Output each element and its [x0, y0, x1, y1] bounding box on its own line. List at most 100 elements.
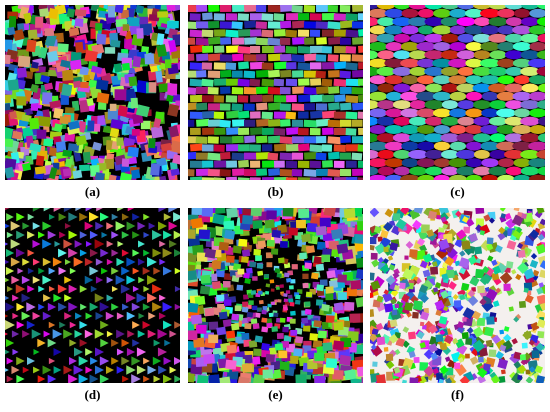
shape: [322, 110, 337, 119]
shape: [517, 242, 524, 249]
shape: [297, 128, 309, 136]
shape: [465, 91, 483, 101]
shape: [432, 75, 452, 85]
shape: [6, 231, 14, 239]
shape: [256, 135, 268, 144]
shape: [449, 25, 467, 35]
shape: [242, 294, 250, 300]
shape: [32, 222, 41, 230]
shape: [255, 37, 270, 46]
shape: [68, 248, 78, 258]
shape: [457, 5, 475, 10]
shape: [512, 91, 532, 101]
panel-label: (c): [450, 184, 464, 199]
shape: [166, 94, 174, 103]
shape: [44, 28, 55, 37]
panel: [5, 208, 180, 383]
shape: [456, 17, 476, 27]
shape: [213, 111, 225, 119]
shape: [38, 303, 45, 311]
shape: [321, 144, 333, 152]
shape: [85, 366, 93, 374]
shape: [340, 135, 352, 144]
shape: [409, 166, 427, 176]
shape: [36, 129, 47, 139]
shape: [321, 127, 334, 135]
shape: [106, 330, 114, 338]
shape: [226, 344, 237, 354]
shape: [392, 66, 412, 76]
shape: [26, 320, 36, 330]
shape: [189, 13, 201, 21]
shape: [89, 248, 99, 258]
shape: [521, 342, 528, 349]
shape: [111, 249, 119, 257]
shape: [481, 265, 490, 274]
shape: [372, 299, 381, 308]
shape: [434, 299, 445, 311]
shape: [138, 312, 145, 320]
shape: [303, 87, 318, 95]
shape: [173, 230, 180, 240]
shape: [85, 348, 93, 356]
shape: [95, 276, 104, 284]
shape: [47, 230, 57, 240]
shape: [208, 334, 219, 344]
shape: [497, 75, 515, 85]
shape: [316, 241, 327, 251]
shape: [34, 166, 47, 175]
shape: [150, 163, 161, 176]
shape: [131, 128, 140, 136]
shape: [528, 366, 536, 373]
shape: [473, 17, 491, 27]
shape: [269, 279, 275, 284]
shape: [518, 300, 527, 309]
shape: [5, 349, 10, 355]
shape: [5, 302, 15, 312]
shape: [252, 323, 260, 330]
shape: [337, 274, 348, 283]
shape: [132, 249, 140, 257]
shape: [68, 27, 80, 37]
shape: [96, 33, 107, 45]
shape: [389, 319, 398, 328]
shape: [196, 86, 210, 94]
shape: [231, 168, 245, 176]
shape: [244, 278, 251, 284]
shape: [377, 83, 395, 93]
shape: [126, 275, 136, 285]
shape: [100, 212, 109, 222]
panel-label: (a): [85, 184, 100, 199]
shape: [231, 87, 244, 95]
shape: [474, 246, 483, 255]
shape: [420, 311, 430, 321]
shape: [408, 116, 428, 126]
shape: [261, 13, 274, 22]
shape: [392, 100, 412, 110]
shape: [322, 12, 336, 21]
shape: [536, 66, 545, 76]
shape: [309, 177, 322, 180]
shape: [482, 363, 491, 372]
shape: [456, 325, 465, 334]
shape: [352, 119, 363, 127]
shape: [6, 357, 14, 365]
shape: [370, 50, 379, 60]
shape: [26, 39, 37, 53]
shape: [449, 125, 467, 134]
shape: [512, 42, 532, 51]
shape: [174, 249, 180, 257]
shape: [297, 45, 312, 54]
shape: [283, 298, 289, 303]
shape: [416, 91, 436, 101]
shape: [370, 58, 388, 68]
shape: [243, 272, 250, 279]
shape: [464, 8, 484, 18]
shape: [42, 221, 52, 231]
shape: [530, 253, 538, 260]
shape: [497, 25, 515, 35]
shape: [309, 45, 323, 53]
shape: [489, 133, 507, 143]
shape: [304, 262, 313, 270]
shape: [188, 53, 195, 62]
